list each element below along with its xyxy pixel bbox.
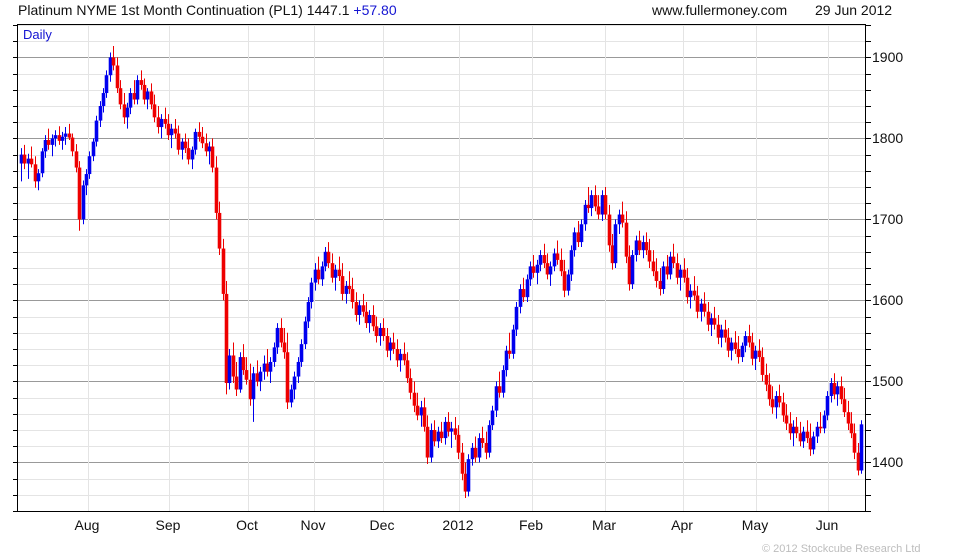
y-tick-label: 1900 xyxy=(872,49,904,66)
y-minor-tick xyxy=(866,462,871,463)
y-tick-label: 1500 xyxy=(872,373,904,390)
y-tick-label: 1600 xyxy=(872,292,904,309)
y-minor-tick xyxy=(866,349,871,350)
frequency-label: Daily xyxy=(23,27,52,42)
y-minor-tick xyxy=(13,462,18,463)
y-minor-tick xyxy=(13,430,18,431)
y-minor-tick xyxy=(866,479,871,480)
price-change: +57.80 xyxy=(353,2,397,18)
y-minor-tick xyxy=(866,495,871,496)
x-tick-label: Nov xyxy=(300,517,326,533)
x-tick-label: Aug xyxy=(74,517,100,533)
y-minor-tick xyxy=(13,252,18,253)
y-minor-tick xyxy=(866,25,871,26)
y-tick-label: 1800 xyxy=(872,130,904,147)
y-axis-ticks-left xyxy=(11,24,18,512)
y-minor-tick xyxy=(866,236,871,237)
y-minor-tick xyxy=(866,219,871,220)
y-minor-tick xyxy=(13,284,18,285)
y-minor-tick xyxy=(13,219,18,220)
y-minor-tick xyxy=(866,187,871,188)
y-minor-tick xyxy=(13,90,18,91)
y-minor-tick xyxy=(866,252,871,253)
y-minor-tick xyxy=(13,236,18,237)
x-tick-label: Oct xyxy=(236,517,258,533)
gridlines-major xyxy=(18,57,865,463)
y-minor-tick xyxy=(866,446,871,447)
y-minor-tick xyxy=(866,171,871,172)
copyright-notice: © 2012 Stockcube Research Ltd xyxy=(762,543,921,555)
y-axis-labels: 1400 1500 1600 1700 1800 1900 xyxy=(872,24,972,512)
x-axis-labels: Aug Sep Oct Nov Dec 2012 Feb Mar Apr May Jun xyxy=(17,517,866,539)
y-minor-tick xyxy=(13,317,18,318)
x-tick-label: Sep xyxy=(155,517,181,533)
y-minor-tick xyxy=(13,25,18,26)
x-tick-label: Jun xyxy=(815,517,839,533)
x-tick-label: Feb xyxy=(518,517,544,533)
y-minor-tick xyxy=(13,333,18,334)
y-minor-tick xyxy=(866,155,871,156)
x-tick-label: May xyxy=(741,517,769,533)
y-tick-label: 1400 xyxy=(872,454,904,471)
y-minor-tick xyxy=(866,365,871,366)
y-minor-tick xyxy=(866,284,871,285)
y-minor-tick xyxy=(866,381,871,382)
site-url: www.fullermoney.com xyxy=(652,2,788,18)
candle-series xyxy=(19,46,864,499)
y-minor-tick xyxy=(13,57,18,58)
y-minor-tick xyxy=(866,398,871,399)
x-tick-label: Mar xyxy=(591,517,617,533)
y-minor-tick xyxy=(866,317,871,318)
y-minor-tick xyxy=(866,203,871,204)
y-minor-tick xyxy=(866,300,871,301)
y-minor-tick xyxy=(866,122,871,123)
y-minor-tick xyxy=(866,333,871,334)
y-minor-tick xyxy=(13,74,18,75)
y-minor-tick xyxy=(13,138,18,139)
candlestick-chart: Daily xyxy=(17,24,866,512)
gridlines-minor xyxy=(18,25,865,496)
y-axis-ticks-right xyxy=(866,24,874,512)
y-minor-tick xyxy=(13,41,18,42)
y-minor-tick xyxy=(13,300,18,301)
y-minor-tick xyxy=(866,41,871,42)
y-minor-tick xyxy=(13,171,18,172)
y-minor-tick xyxy=(866,430,871,431)
plot-canvas xyxy=(18,25,865,511)
x-tick-label: 2012 xyxy=(442,517,474,533)
y-minor-tick xyxy=(866,138,871,139)
y-minor-tick xyxy=(13,479,18,480)
chart-header: Platinum NYME 1st Month Continuation (PL… xyxy=(0,0,980,24)
y-minor-tick xyxy=(13,511,18,512)
y-minor-tick xyxy=(13,106,18,107)
y-minor-tick xyxy=(13,268,18,269)
y-minor-tick xyxy=(866,414,871,415)
y-minor-tick xyxy=(13,365,18,366)
y-minor-tick xyxy=(866,106,871,107)
x-tick-label: Dec xyxy=(369,517,395,533)
y-minor-tick xyxy=(13,414,18,415)
y-tick-label: 1700 xyxy=(872,211,904,228)
x-tick-label: Apr xyxy=(671,517,693,533)
page-title: Platinum NYME 1st Month Continuation (PL… xyxy=(18,2,397,18)
y-minor-tick xyxy=(13,349,18,350)
y-minor-tick xyxy=(13,122,18,123)
y-minor-tick xyxy=(866,511,871,512)
y-minor-tick xyxy=(13,203,18,204)
y-minor-tick xyxy=(13,155,18,156)
y-minor-tick xyxy=(13,187,18,188)
y-minor-tick xyxy=(866,268,871,269)
instrument-title: Platinum NYME 1st Month Continuation (PL… xyxy=(18,2,350,18)
y-minor-tick xyxy=(866,57,871,58)
y-minor-tick xyxy=(13,381,18,382)
y-minor-tick xyxy=(13,398,18,399)
y-minor-tick xyxy=(13,495,18,496)
y-minor-tick xyxy=(13,446,18,447)
y-minor-tick xyxy=(866,90,871,91)
y-minor-tick xyxy=(866,74,871,75)
header-date: 29 Jun 2012 xyxy=(815,2,893,18)
